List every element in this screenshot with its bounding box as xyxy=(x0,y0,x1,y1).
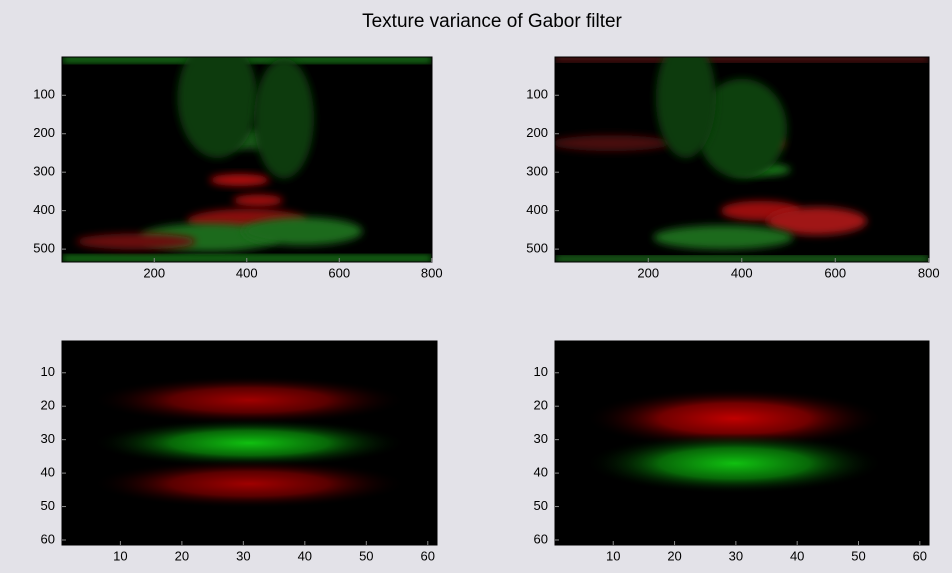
x-tick-label: 60 xyxy=(913,548,927,563)
x-tick-label: 20 xyxy=(175,548,189,563)
y-tick-label: 300 xyxy=(526,164,548,179)
y-tick-label: 500 xyxy=(526,241,548,256)
y-tick-label: 20 xyxy=(534,398,548,413)
y-tick-label: 40 xyxy=(534,465,548,480)
x-tick-label: 30 xyxy=(236,548,250,563)
y-tick-label: 200 xyxy=(33,125,55,140)
y-tick-label: 300 xyxy=(33,164,55,179)
image-feature xyxy=(209,174,270,186)
x-tick-label: 600 xyxy=(824,265,846,280)
axes: 200 400 600 800 100 200 300 400 500 xyxy=(526,56,940,280)
x-tick-label: 30 xyxy=(729,548,743,563)
gabor-band xyxy=(92,375,407,425)
x-tick-label: 400 xyxy=(236,265,258,280)
y-tick-label: 200 xyxy=(526,125,548,140)
axes-box xyxy=(61,340,438,546)
y-tick-label: 20 xyxy=(41,398,55,413)
y-tick-label: 100 xyxy=(526,87,548,102)
x-tick-label: 10 xyxy=(606,548,620,563)
gabor-band xyxy=(92,418,407,468)
figure-title: Texture variance of Gabor filter xyxy=(362,11,622,32)
axes: 10 20 30 40 50 60 10 20 30 40 50 60 xyxy=(41,340,438,563)
image-content xyxy=(584,387,885,494)
axes: 200 400 600 800 100 200 300 400 500 xyxy=(33,56,443,280)
x-tick-label: 40 xyxy=(790,548,804,563)
y-tick-label: 100 xyxy=(33,87,55,102)
x-tick-label: 800 xyxy=(918,265,940,280)
image-edge xyxy=(555,57,929,61)
y-tick-label: 40 xyxy=(41,465,55,480)
image-feature xyxy=(655,57,716,158)
y-tick-label: 30 xyxy=(41,431,55,446)
y-tick-label: 30 xyxy=(534,431,548,446)
axes-box xyxy=(554,340,930,546)
y-tick-label: 50 xyxy=(534,498,548,513)
y-tick-label: 500 xyxy=(33,241,55,256)
x-tick-label: 50 xyxy=(851,548,865,563)
gabor-band xyxy=(92,459,407,509)
y-tick-label: 50 xyxy=(41,498,55,513)
image-feature xyxy=(697,78,787,179)
image-feature xyxy=(254,58,314,179)
x-tick-label: 800 xyxy=(421,265,443,280)
image-feature xyxy=(233,194,284,207)
y-tick-label: 60 xyxy=(534,531,548,546)
x-tick-label: 200 xyxy=(637,265,659,280)
image-feature xyxy=(76,233,196,250)
image-feature xyxy=(555,135,672,152)
image-feature xyxy=(177,57,258,158)
x-tick-label: 10 xyxy=(113,548,127,563)
x-tick-label: 60 xyxy=(421,548,435,563)
image-content xyxy=(555,57,929,261)
y-tick-label: 10 xyxy=(41,364,55,379)
image-content xyxy=(92,375,407,509)
image-content xyxy=(62,57,432,261)
image-feature xyxy=(653,225,794,250)
x-tick-label: 400 xyxy=(731,265,753,280)
x-tick-label: 20 xyxy=(667,548,681,563)
gabor-band xyxy=(584,432,885,494)
y-tick-label: 400 xyxy=(526,202,548,217)
x-tick-label: 50 xyxy=(359,548,373,563)
y-tick-label: 60 xyxy=(41,531,55,546)
x-tick-label: 40 xyxy=(298,548,312,563)
image-feature xyxy=(766,207,867,235)
x-tick-label: 200 xyxy=(143,265,165,280)
image-feature xyxy=(242,217,363,246)
gabor-band xyxy=(584,387,885,450)
y-tick-label: 10 xyxy=(534,364,548,379)
x-tick-label: 600 xyxy=(328,265,350,280)
axes: 10 20 30 40 50 60 10 20 30 40 50 60 xyxy=(534,340,930,563)
y-tick-label: 400 xyxy=(33,202,55,217)
